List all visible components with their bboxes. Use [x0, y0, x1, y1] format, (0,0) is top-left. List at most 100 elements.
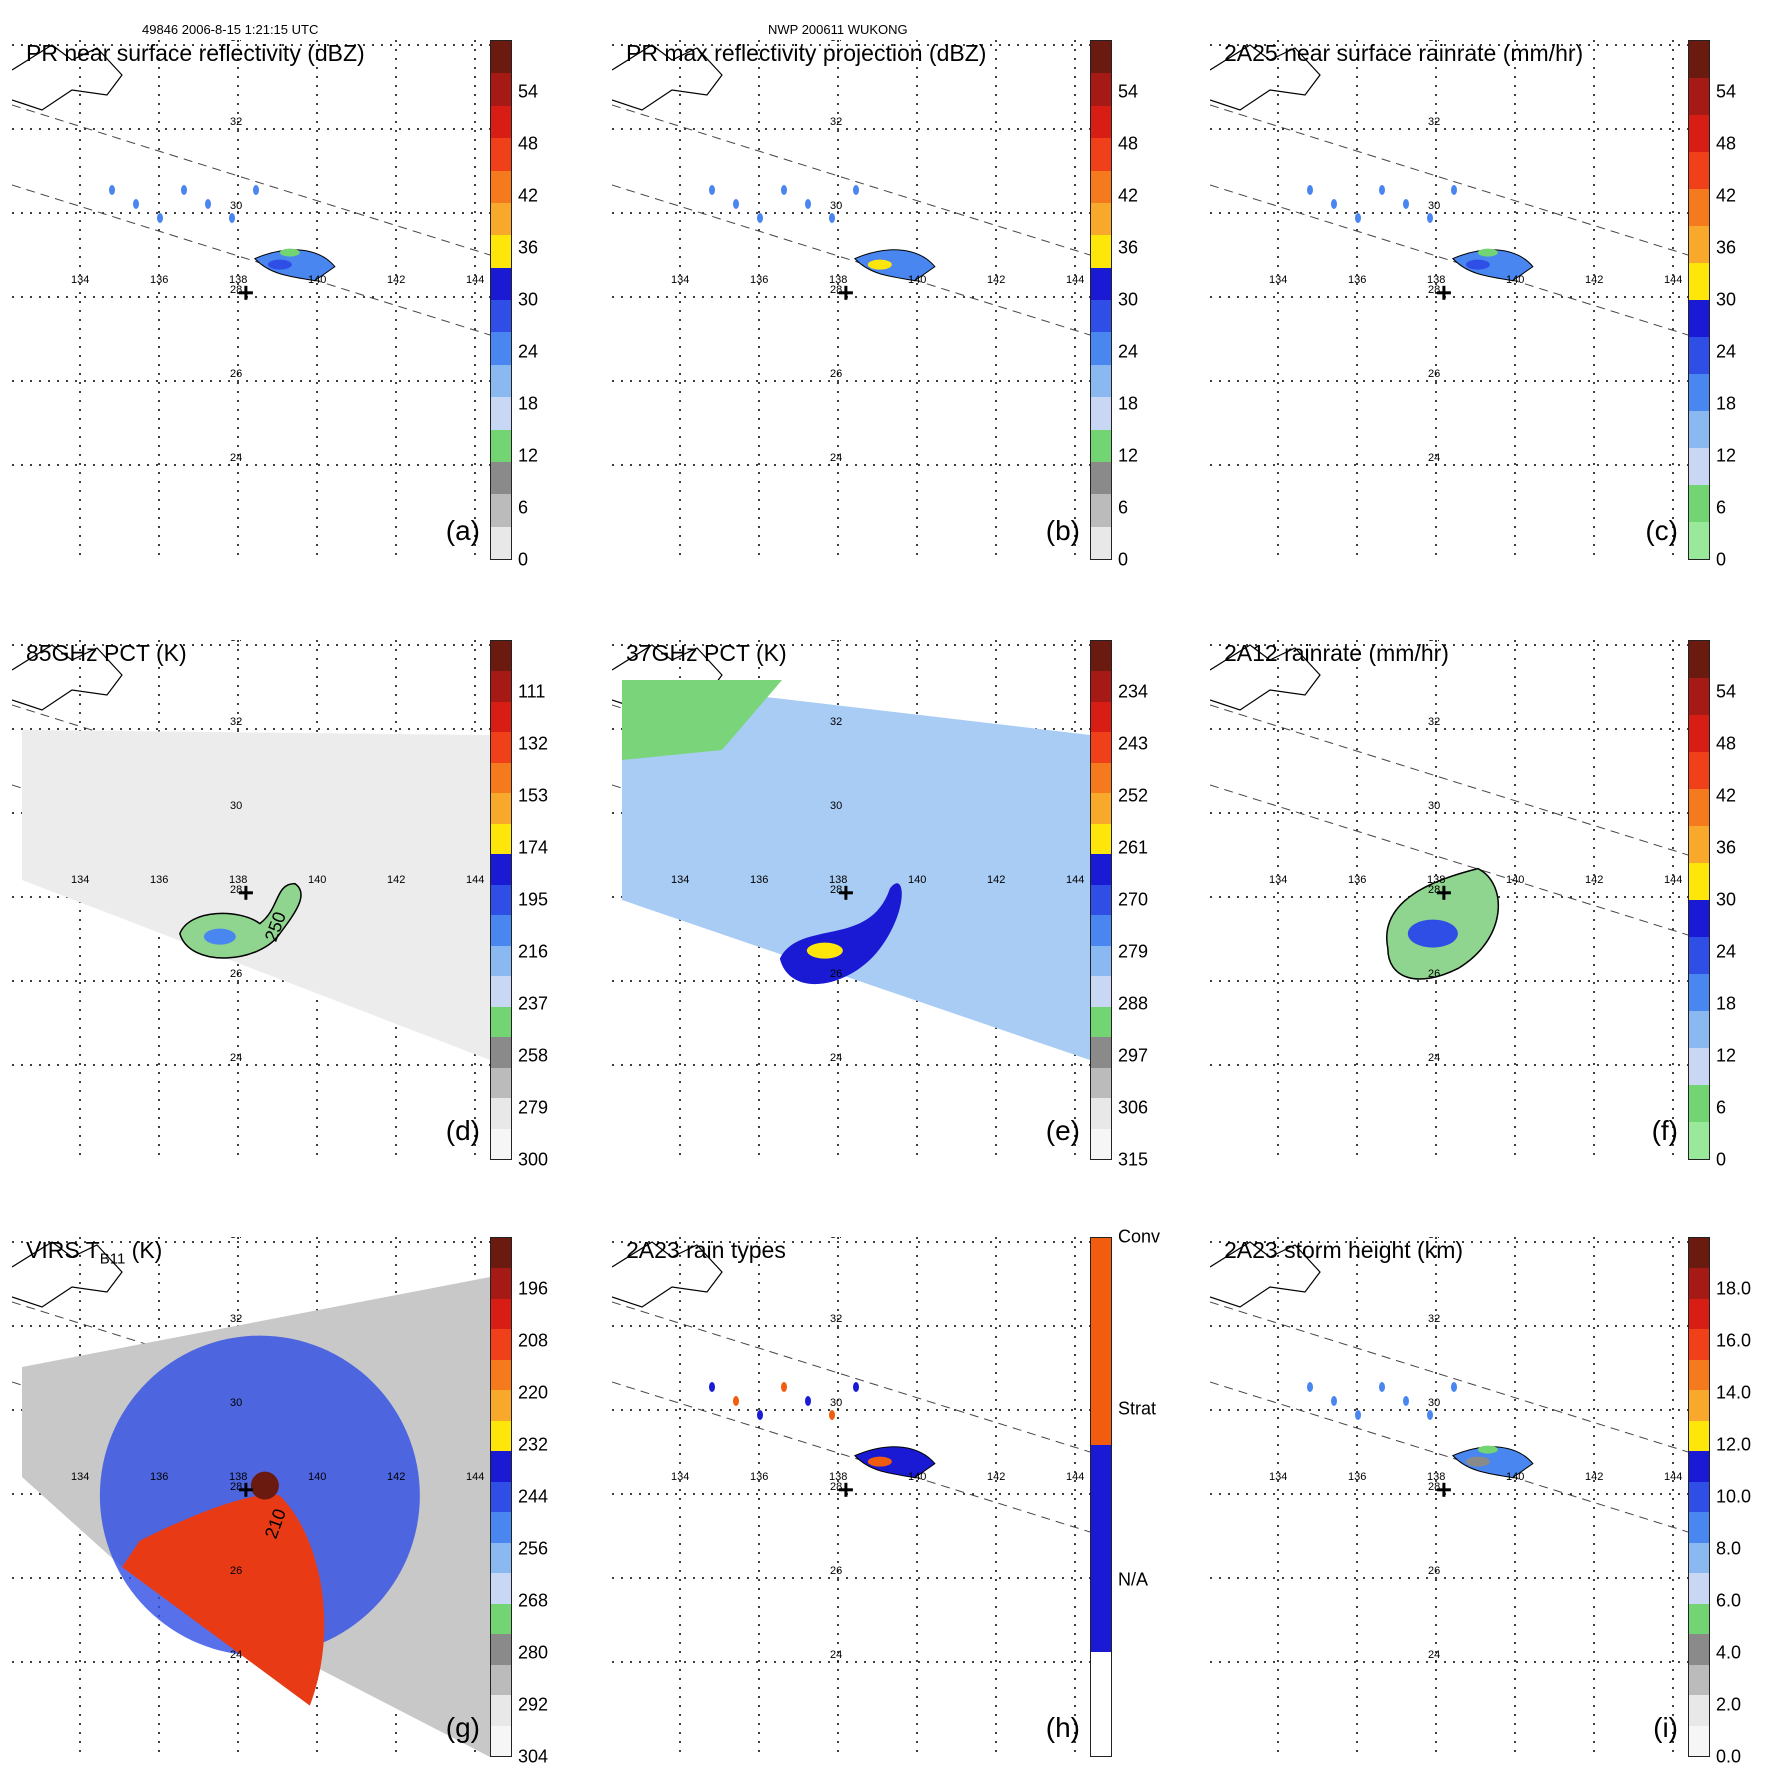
- echo-core: [1465, 1456, 1490, 1467]
- longitude-label: 142: [1585, 874, 1603, 886]
- colorbar-segment: [1689, 715, 1709, 752]
- scattered-echo: [157, 213, 163, 223]
- longitude-label: 138: [1427, 1471, 1445, 1483]
- coastline: [612, 44, 723, 111]
- longitude-label: 136: [750, 1471, 768, 1483]
- colorbar-segment: [491, 526, 511, 559]
- colorbar-segment: [491, 1268, 511, 1299]
- scattered-echo: [229, 213, 235, 223]
- latitude-label: 24: [230, 1052, 242, 1064]
- colorbar-tick-label: 18.0: [1716, 1278, 1752, 1299]
- latitude-label: 26: [230, 968, 242, 980]
- longitude-label: 136: [750, 274, 768, 286]
- colorbar-segment: [1689, 826, 1709, 863]
- longitude-label: 138: [229, 874, 247, 886]
- scattered-echo: [1307, 185, 1313, 195]
- colorbar-segment: [1689, 1238, 1709, 1269]
- colorbar: [1688, 640, 1710, 1160]
- panel-title: 2A23 rain types: [626, 1237, 786, 1264]
- colorbar-tick-label: 300: [518, 1149, 549, 1170]
- microwave-swath: [22, 730, 490, 1060]
- colorbar-tick-label: 42: [518, 185, 539, 206]
- colorbar-segment: [1689, 900, 1709, 937]
- longitude-label: 136: [150, 1471, 168, 1483]
- panel-i: 3432302826241341361381401421442A23 storm…: [1198, 1197, 1768, 1767]
- colorbar-tick-label: 12.0: [1716, 1434, 1752, 1455]
- scattered-echo: [1451, 185, 1457, 195]
- panel-label: (i): [1653, 1712, 1678, 1743]
- longitude-label: 140: [308, 1471, 326, 1483]
- map-i: 343230282624134136138140142144: [1210, 1237, 1688, 1757]
- colorbar-segment: [491, 461, 511, 495]
- storm-id-header: NWP 200611 WUKONG: [768, 22, 908, 37]
- latitude-label: 34: [830, 40, 842, 44]
- longitude-label: 140: [908, 274, 926, 286]
- colorbar-segment: [491, 1664, 511, 1696]
- colorbar-segment: [1689, 485, 1709, 522]
- colorbar-segment: [1689, 152, 1709, 189]
- longitude-label: 134: [671, 1471, 689, 1483]
- pr-swath-edge: [12, 1301, 490, 1453]
- colorbar-tick-label: 258: [518, 1045, 549, 1066]
- longitude-label: 140: [308, 874, 326, 886]
- panel-e: 34323028262413413613814014214437GHz PCT …: [600, 600, 1170, 1170]
- panel-title-subscript: B11: [99, 1250, 126, 1268]
- cold-cloud-top-region: [122, 1494, 325, 1706]
- colorbar: [1688, 40, 1710, 560]
- colorbar-segment: [1689, 115, 1709, 152]
- latitude-label: 34: [1428, 640, 1440, 644]
- colorbar-tick-label: 12: [1118, 445, 1139, 466]
- latitude-label: 30: [230, 800, 242, 812]
- latitude-label: 34: [830, 1237, 842, 1241]
- colorbar-segment: [1091, 976, 1111, 1007]
- colorbar-segment: [491, 793, 511, 824]
- panel-title-text: PR max reflectivity projection (dBZ): [626, 40, 987, 66]
- colorbar-segment: [491, 170, 511, 203]
- colorbar-segment: [491, 1098, 511, 1129]
- longitude-label: 144: [1066, 1471, 1084, 1483]
- colorbar-tick-label: 270: [1118, 889, 1149, 910]
- colorbar-tick-label: 18: [1716, 993, 1737, 1014]
- scattered-echo: [805, 199, 811, 209]
- panel-b: 343230282624134136138140142144PR max ref…: [600, 0, 1170, 570]
- panel-label: (e): [1045, 1115, 1080, 1146]
- echo-core: [867, 1456, 892, 1467]
- colorbar-tick-label: 4.0: [1716, 1642, 1742, 1663]
- latitude-label: 26: [1428, 968, 1440, 980]
- latitude-label: 32: [1428, 716, 1440, 728]
- latitude-label: 34: [1428, 1237, 1440, 1241]
- latitude-label: 34: [230, 640, 242, 644]
- map-e: 343230282624134136138140142144: [612, 640, 1090, 1160]
- microwave-swath: [622, 680, 1090, 1060]
- colorbar-segment: [1689, 300, 1709, 337]
- pr-swath-edge: [12, 184, 490, 336]
- longitude-label: 138: [229, 1471, 247, 1483]
- light-echo: [1477, 1445, 1498, 1454]
- longitude-label: 144: [466, 874, 484, 886]
- colorbar-segment: [1091, 364, 1111, 398]
- colorbar-segment: [1689, 78, 1709, 115]
- panel-title: 2A25 near surface rainrate (mm/hr): [1224, 40, 1583, 67]
- colorbar-segment: [1091, 641, 1111, 672]
- colorbar-tick-label: 18: [518, 393, 539, 414]
- longitude-label: 136: [1348, 874, 1366, 886]
- colorbar: [490, 640, 512, 1160]
- rainband-echo: [853, 1446, 936, 1479]
- colorbar-segment: [491, 823, 511, 855]
- coastline: [12, 44, 123, 111]
- colorbar-tick-label: 24: [1716, 341, 1737, 362]
- colorbar-segment: [491, 884, 511, 916]
- colorbar-tick-label: 268: [518, 1590, 549, 1611]
- pr-swath-edge: [1210, 104, 1688, 256]
- coastline: [1210, 1241, 1321, 1308]
- colorbar-segment: [1689, 1451, 1709, 1482]
- colorbar-segment: [1091, 793, 1111, 824]
- pr-swath-edge: [1210, 1301, 1688, 1453]
- colorbar-segment: [1689, 448, 1709, 485]
- latitude-label: 30: [1428, 1397, 1440, 1409]
- storm-center-marker: [838, 1482, 853, 1497]
- colorbar-segment: [1689, 1481, 1709, 1513]
- colorbar-segment: [1091, 671, 1111, 702]
- scattered-echo: [853, 185, 859, 195]
- scattered-echo: [1427, 213, 1433, 223]
